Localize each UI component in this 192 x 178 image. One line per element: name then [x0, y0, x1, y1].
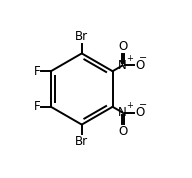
Text: O: O [135, 106, 145, 119]
Text: N: N [118, 59, 127, 72]
Text: F: F [34, 65, 40, 78]
Text: O: O [118, 125, 127, 138]
Text: Br: Br [75, 135, 88, 148]
Text: O: O [135, 59, 145, 72]
Text: −: − [139, 100, 147, 110]
Text: −: − [139, 53, 147, 63]
Text: N: N [118, 106, 127, 119]
Text: F: F [34, 100, 40, 113]
Text: Br: Br [75, 30, 88, 43]
Text: +: + [126, 54, 133, 63]
Text: +: + [126, 101, 133, 110]
Text: O: O [118, 40, 127, 53]
